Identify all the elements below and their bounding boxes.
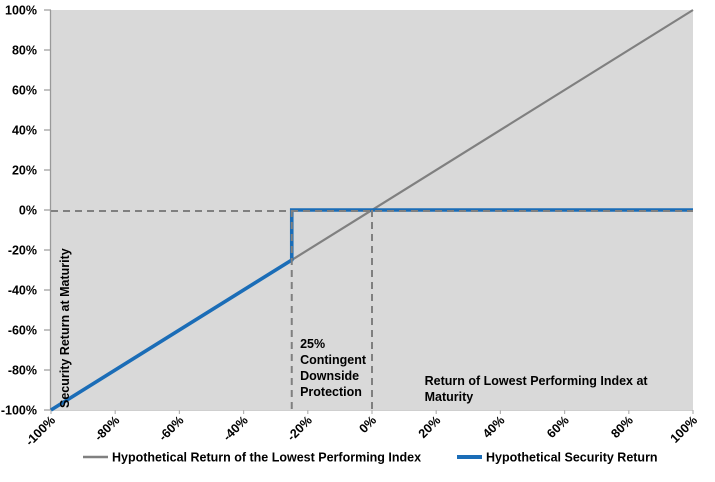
x-tick-label: 80% [608,413,636,441]
downside-protection-note: 25% Contingent Downside Protection [300,337,367,399]
x-axis-note: Return of Lowest Performing Index at Matu… [425,374,649,404]
x-tick-label: 0% [356,413,379,436]
x-tick-label: 100% [668,413,701,446]
legend-label: Hypothetical Return of the Lowest Perfor… [112,451,421,465]
x-tick-label: -60% [156,413,187,444]
y-tick-label: 80% [12,44,37,58]
y-axis-title: Security Return at Maturity [58,248,72,408]
y-tick-label: -40% [8,284,37,298]
y-tick-label: 40% [12,124,37,138]
x-tick-label: -20% [284,413,315,444]
x-tick-label: -40% [220,413,251,444]
y-tick-label: 60% [12,84,37,98]
legend-label: Hypothetical Security Return [486,451,658,465]
x-tick-label: -100% [23,413,58,448]
legend-item: Hypothetical Security Return [457,451,658,465]
y-tick-label: 100% [5,4,37,18]
x-tick-label: -80% [92,413,123,444]
y-tick-label: -20% [8,244,37,258]
x-tick-label: 20% [416,413,444,441]
x-tick-label: 40% [480,413,508,441]
y-tick-label: 0% [19,204,37,218]
y-tick-label: 20% [12,164,37,178]
y-tick-label: -60% [8,324,37,338]
x-tick-label: 60% [544,413,572,441]
y-tick-label: -100% [1,404,37,418]
y-tick-label: -80% [8,364,37,378]
legend-item: Hypothetical Return of the Lowest Perfor… [83,451,421,465]
